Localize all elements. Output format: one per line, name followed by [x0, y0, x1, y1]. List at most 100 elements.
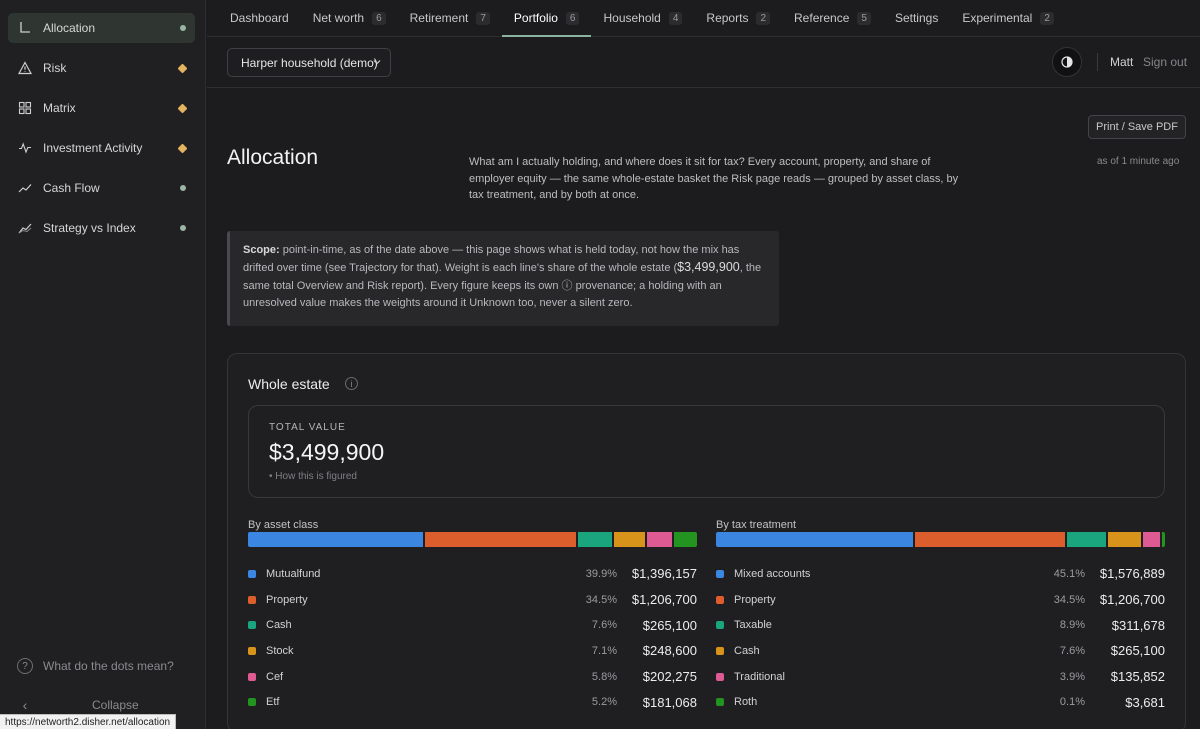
tax-treatment-panel: By tax treatment Mixed accounts 45.1% $1,5… — [716, 519, 1165, 715]
item-percent: 5.8% — [591, 670, 617, 683]
status-dot-green — [180, 25, 186, 31]
list-item: Cash 7.6% $265,100 — [716, 638, 1165, 664]
bar-segment — [1162, 532, 1165, 547]
item-name: Property — [734, 593, 776, 606]
legend-swatch — [716, 569, 724, 578]
sidebar-item-label: Investment Activity — [43, 141, 143, 155]
scope-amount: $3,499,900 — [677, 260, 740, 275]
list-item: Traditional 3.9% $135,852 — [716, 664, 1165, 690]
main-content: Print / Save PDF Allocation What am I ac… — [207, 88, 1200, 729]
tab-reports[interactable]: Reports 2 — [694, 0, 782, 36]
bar-segment — [1067, 532, 1108, 547]
item-percent: 7.6% — [591, 619, 617, 632]
tab-reference[interactable]: Reference 5 — [782, 0, 883, 36]
tab-label: Dashboard — [230, 11, 289, 25]
bar-segment — [578, 532, 614, 547]
tax-treatment-list: Mixed accounts 45.1% $1,576,889 Property 34.… — [716, 561, 1165, 715]
sidebar-item-label: Cash Flow — [43, 181, 100, 195]
item-amount: $311,678 — [1111, 617, 1165, 633]
item-name: Etf — [266, 696, 280, 709]
status-dot-green — [180, 225, 186, 231]
legend-swatch — [248, 698, 256, 707]
tab-label: Settings — [894, 11, 939, 25]
tab-badge: 4 — [668, 11, 683, 25]
list-item: Mutualfund 39.9% $1,396,157 — [248, 561, 697, 587]
tab-badge: 2 — [756, 11, 771, 25]
tab-experimental[interactable]: Experimental 2 — [950, 0, 1066, 36]
grid-icon — [18, 101, 32, 115]
sidebar-item-allocation[interactable]: Allocation — [8, 13, 195, 43]
legend-swatch — [248, 672, 256, 681]
sidebar-item-cash-flow[interactable]: Cash Flow — [8, 173, 195, 203]
item-percent: 0.1% — [1059, 696, 1085, 709]
legend-swatch — [716, 672, 724, 681]
tab-retirement[interactable]: Retirement 7 — [398, 0, 502, 36]
section-title: Whole estate — [248, 376, 330, 392]
item-amount: $202,275 — [642, 669, 697, 685]
list-item: Mixed accounts 45.1% $1,576,889 — [716, 561, 1165, 587]
status-dot-amber — [177, 63, 188, 73]
legend-swatch — [716, 646, 724, 655]
tab-settings[interactable]: Settings — [883, 0, 950, 36]
chevron-down-icon — [373, 60, 381, 65]
item-name: Property — [266, 593, 308, 606]
sidebar-item-risk[interactable]: Risk — [8, 53, 195, 83]
tab-household[interactable]: Household 4 — [591, 0, 694, 36]
tab-badge: 6 — [372, 11, 386, 25]
theme-toggle-button[interactable] — [1052, 47, 1082, 77]
sidebar: Allocation Risk Matrix Investment Activi… — [0, 0, 206, 729]
bar-segment — [674, 532, 697, 547]
top-nav: Dashboard Net worth 6 Retirement 7 Portfol… — [207, 0, 1200, 37]
status-dot-green — [180, 185, 186, 191]
print-button[interactable]: Print / Save PDF — [1088, 115, 1186, 139]
tab-badge: 5 — [857, 11, 871, 25]
item-amount: $135,852 — [1110, 669, 1165, 685]
scope-text: point-in-time, as of the date above — th… — [243, 244, 740, 275]
divider — [1097, 53, 1098, 71]
legend-swatch — [716, 621, 724, 630]
status-dot-amber — [177, 143, 188, 153]
tab-badge: 7 — [476, 11, 490, 25]
tab-dashboard[interactable]: Dashboard — [218, 0, 301, 36]
item-percent: 5.2% — [591, 696, 617, 709]
item-name: Taxable — [734, 619, 772, 632]
tab-label: Experimental — [962, 11, 1033, 25]
tab-badge: 2 — [1040, 11, 1054, 25]
contrast-icon — [1061, 56, 1073, 68]
dots-help-link[interactable]: ? What do the dots mean? — [17, 658, 174, 674]
tab-label: Reference — [794, 11, 850, 25]
tab-portfolio[interactable]: Portfolio 6 — [501, 0, 592, 37]
item-percent: 7.1% — [591, 644, 617, 657]
sidebar-item-label: Strategy vs Index — [43, 221, 136, 235]
item-amount: $181,068 — [642, 694, 697, 710]
sidebar-item-investment-activity[interactable]: Investment Activity — [8, 133, 195, 163]
item-amount: $1,206,700 — [631, 592, 697, 608]
info-icon[interactable]: i — [345, 377, 358, 390]
scope-label: Scope: — [243, 244, 280, 256]
item-percent: 7.6% — [1059, 644, 1085, 657]
sidebar-item-label: Risk — [43, 61, 67, 75]
sidebar-item-matrix[interactable]: Matrix — [8, 93, 195, 123]
as-of-timestamp: as of 1 minute ago — [1097, 156, 1180, 167]
sign-out-link[interactable]: Sign out — [1143, 55, 1188, 69]
how-figured-link[interactable]: • How this is figured — [269, 471, 357, 482]
legend-swatch — [248, 621, 256, 630]
tab-net-worth[interactable]: Net worth 6 — [301, 0, 398, 36]
item-name: Stock — [266, 644, 294, 657]
collapse-label: Collapse — [92, 698, 139, 712]
sidebar-item-label: Matrix — [43, 101, 76, 115]
household-select-value: Harper household (demo) — [241, 55, 378, 70]
item-percent: 39.9% — [585, 567, 617, 580]
asset-class-panel: By asset class Mutualfund 39.9% $1,396,157… — [248, 519, 697, 715]
list-item: Etf 5.2% $181,068 — [248, 689, 697, 715]
bar-segment — [716, 532, 915, 547]
asset-class-stacked-bar — [248, 532, 697, 547]
sidebar-item-strategy-vs-index[interactable]: Strategy vs Index — [8, 213, 195, 243]
scope-text: , the same total Overview and Risk repor… — [243, 262, 762, 309]
item-percent: 3.9% — [1059, 670, 1085, 683]
tab-label: Reports — [706, 11, 749, 25]
collapse-button[interactable]: ‹ Collapse — [17, 697, 192, 713]
household-select[interactable]: Harper household (demo) — [227, 48, 391, 77]
list-item: Property 34.5% $1,206,700 — [248, 587, 697, 613]
tab-label: Retirement — [409, 11, 469, 25]
